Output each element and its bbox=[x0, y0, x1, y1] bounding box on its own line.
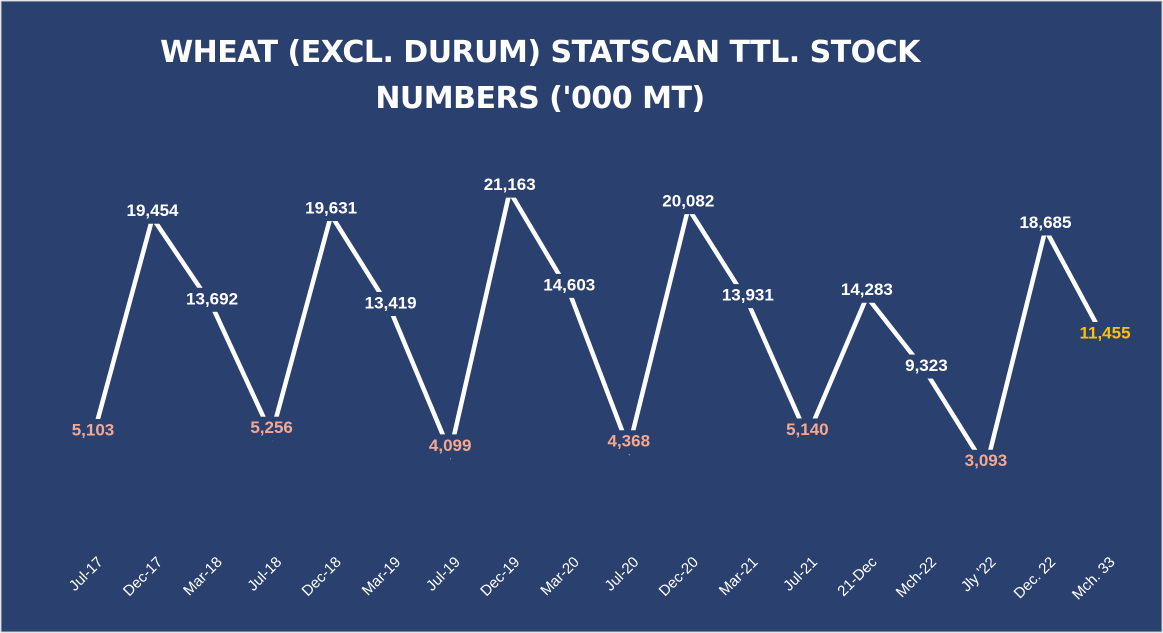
chart-title: WHEAT (EXCL. DURUM) STATSCAN TTL. STOCK … bbox=[160, 35, 920, 116]
value-label-bg bbox=[832, 278, 901, 303]
value-label: 13,931 bbox=[722, 286, 774, 305]
value-label: 18,685 bbox=[1019, 213, 1071, 232]
value-label-bg bbox=[654, 190, 723, 215]
value-label: 13,692 bbox=[186, 289, 238, 308]
value-label-bg bbox=[356, 291, 425, 316]
value-label: 21,163 bbox=[484, 175, 536, 194]
value-label-bg bbox=[1071, 321, 1139, 346]
value-label: 9,323 bbox=[905, 356, 948, 375]
value-label-bg bbox=[59, 419, 127, 444]
value-label: 19,454 bbox=[127, 201, 180, 220]
value-label-bg bbox=[713, 284, 782, 309]
value-label-bg bbox=[475, 173, 544, 198]
value-label-bg bbox=[1011, 211, 1080, 236]
value-label: 5,256 bbox=[250, 418, 293, 437]
value-label-bg bbox=[237, 416, 306, 441]
value-label-bg bbox=[594, 430, 663, 455]
line bbox=[90, 185, 1107, 474]
value-label: 5,103 bbox=[72, 421, 115, 440]
value-label-bg bbox=[118, 199, 187, 224]
value-label: 4,099 bbox=[429, 436, 472, 455]
value-label-bg bbox=[892, 354, 961, 379]
value-label: 3,093 bbox=[965, 451, 1008, 470]
value-label-bg bbox=[951, 449, 1020, 474]
value-label: 4,368 bbox=[607, 432, 650, 451]
value-label-bg bbox=[178, 287, 247, 312]
value-label: 14,283 bbox=[841, 280, 893, 299]
value-label: 5,140 bbox=[786, 420, 829, 439]
value-label-bg bbox=[416, 434, 485, 459]
value-label-bg bbox=[773, 418, 842, 443]
value-label: 20,082 bbox=[662, 192, 714, 211]
value-label-bg bbox=[535, 273, 604, 298]
value-label: 19,631 bbox=[305, 199, 357, 218]
value-label: 13,419 bbox=[365, 293, 417, 312]
value-label-bg bbox=[297, 197, 366, 222]
value-label: 11,455 bbox=[1079, 323, 1130, 342]
value-label: 14,603 bbox=[543, 275, 595, 294]
